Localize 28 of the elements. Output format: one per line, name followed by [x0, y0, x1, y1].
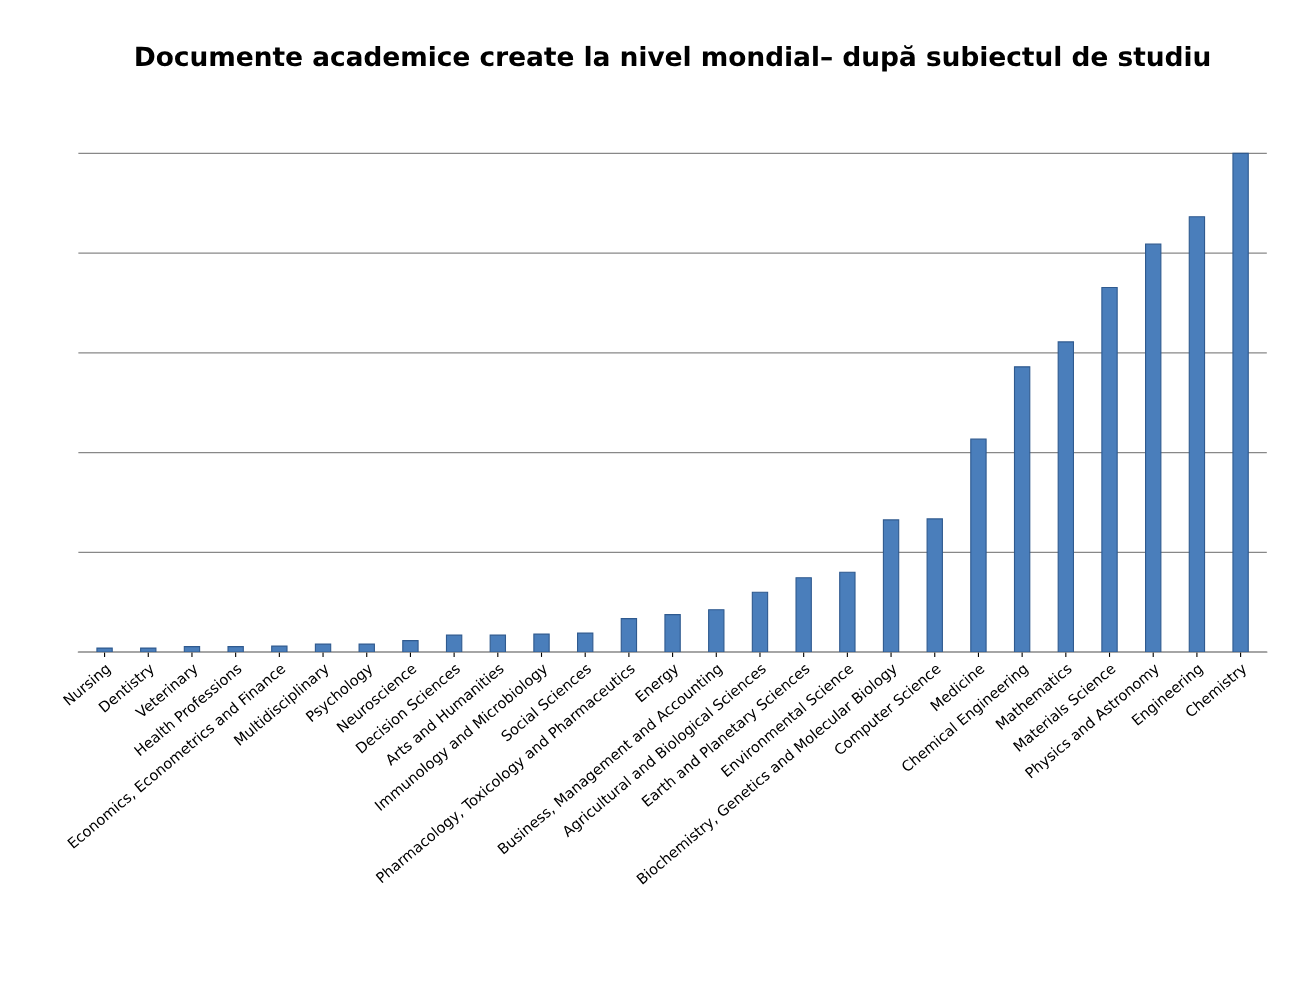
bar — [970, 438, 987, 653]
bar — [358, 643, 375, 653]
bar — [839, 571, 856, 653]
bar — [1232, 152, 1249, 653]
bar — [1013, 366, 1031, 653]
bar — [533, 633, 550, 653]
bar — [882, 519, 900, 653]
bar — [1188, 216, 1206, 653]
bar — [402, 640, 419, 653]
bar — [271, 645, 288, 653]
bar — [1145, 243, 1162, 653]
chart-title: Documente academice create la nivel mondial– după subiectul de studiu — [136, 45, 1210, 72]
bar — [140, 647, 157, 653]
bar — [751, 591, 769, 653]
bar — [227, 646, 244, 653]
bar — [620, 618, 638, 653]
bar — [489, 634, 507, 653]
bar — [664, 614, 681, 653]
bar — [1057, 341, 1075, 653]
bar — [708, 609, 725, 653]
bar — [183, 646, 201, 653]
bar — [577, 632, 594, 653]
bar — [314, 643, 332, 653]
bar — [96, 647, 113, 653]
bar — [445, 634, 463, 653]
bar — [926, 518, 943, 653]
bar — [1101, 286, 1118, 653]
bar — [795, 577, 812, 653]
